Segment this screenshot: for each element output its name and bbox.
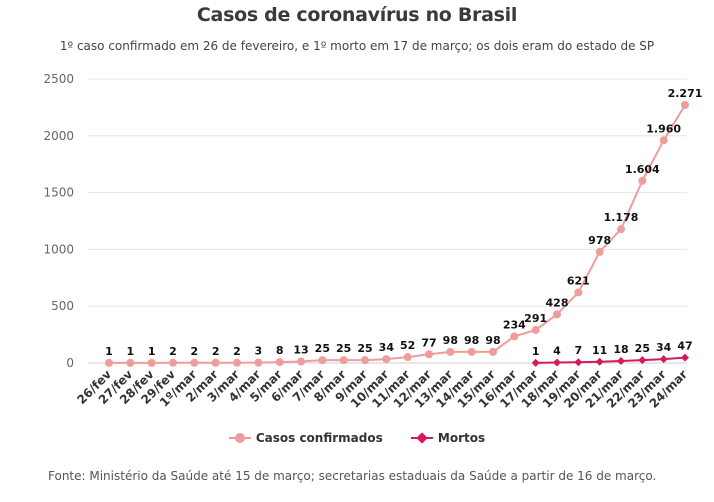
chart-title: Casos de coronavírus no Brasil [196,4,518,26]
point-cases [211,358,220,367]
point-cases [531,325,540,334]
data-label-cases: 25 [315,342,330,355]
data-label-deaths: 4 [553,345,561,358]
data-label-cases: 25 [357,342,372,355]
data-label-cases: 25 [336,342,351,355]
point-cases [659,136,668,145]
y-tick-label: 0 [66,356,74,370]
point-cases [574,288,583,297]
point-deaths [553,358,561,367]
point-cases [510,332,519,341]
point-cases [595,247,604,256]
data-label-deaths: 25 [635,342,650,355]
point-cases [467,347,476,356]
data-label-cases: 978 [588,234,611,247]
data-label-cases: 1.960 [646,122,681,135]
data-label-cases: 2 [212,345,220,358]
point-deaths [659,355,668,364]
legend-item-deaths[interactable]: Mortos [410,431,486,445]
point-deaths [638,356,647,365]
point-deaths [531,358,540,367]
point-cases [681,101,689,110]
data-label-cases: 2 [233,345,241,358]
legend-marker-cases [228,433,251,443]
data-label-cases: 77 [421,336,436,349]
point-cases [254,358,263,367]
point-cases [403,353,412,362]
data-label-cases: 1 [127,345,135,358]
data-label-deaths: 11 [592,344,607,357]
point-cases [233,358,241,367]
y-tick-label: 1500 [43,186,74,200]
point-cases [638,176,647,185]
point-deaths [595,357,604,366]
point-deaths [617,356,625,365]
data-label-cases: 98 [485,334,500,347]
data-label-cases: 234 [503,318,526,331]
data-label-cases: 428 [546,296,569,309]
series-line-cases [109,104,686,364]
point-deaths [681,353,689,362]
data-label-cases: 13 [293,344,308,357]
point-cases [126,358,135,367]
y-tick-label: 1000 [43,242,74,256]
point-cases [105,358,113,367]
data-label-cases: 1 [105,345,113,358]
data-label-cases: 34 [379,341,395,354]
line-chart: 0500100015002000250026/fev27/fev28/fev29… [43,72,703,411]
data-label-deaths: 1 [532,345,540,358]
legend-item-cases[interactable]: Casos confirmados [228,431,383,445]
data-label-cases: 1.178 [604,211,639,224]
data-label-cases: 98 [443,334,458,347]
data-label-cases: 8 [276,344,284,357]
data-label-cases: 1 [148,345,156,358]
point-cases [489,347,497,356]
point-cases [361,356,369,365]
point-cases [382,355,391,364]
point-cases [147,358,156,367]
data-label-deaths: 34 [656,341,672,354]
y-tick-label: 2500 [43,72,74,86]
y-tick-label: 500 [51,299,74,313]
point-cases [553,310,561,319]
data-label-deaths: 18 [613,343,628,356]
data-label-cases: 1.604 [625,163,660,176]
point-cases [297,357,305,366]
data-label-cases: 621 [567,274,590,287]
point-cases [275,358,284,367]
source-note: Fonte: Ministério da Saúde até 15 de mar… [48,469,657,483]
legend-marker-deaths [410,432,433,444]
chart-subtitle: 1º caso confirmado em 26 de fevereiro, e… [59,39,655,53]
point-deaths [574,358,583,367]
data-label-cases: 2 [169,345,177,358]
data-label-deaths: 47 [677,340,692,353]
point-cases [339,356,348,365]
data-label-cases: 98 [464,334,479,347]
legend-label-cases: Casos confirmados [255,431,383,445]
point-cases [446,347,455,356]
point-cases [617,225,625,234]
data-label-cases: 291 [524,312,547,325]
point-cases [190,358,199,367]
point-cases [318,356,327,365]
data-label-cases: 3 [255,345,263,358]
y-tick-label: 2000 [43,129,74,143]
legend: Casos confirmados Mortos [0,431,714,446]
point-cases [425,350,433,359]
point-cases [169,358,177,367]
data-label-cases: 52 [400,339,415,352]
legend-label-deaths: Mortos [437,431,486,445]
data-label-cases: 2.271 [668,87,703,100]
data-label-cases: 2 [191,345,199,358]
data-label-deaths: 7 [575,344,583,357]
